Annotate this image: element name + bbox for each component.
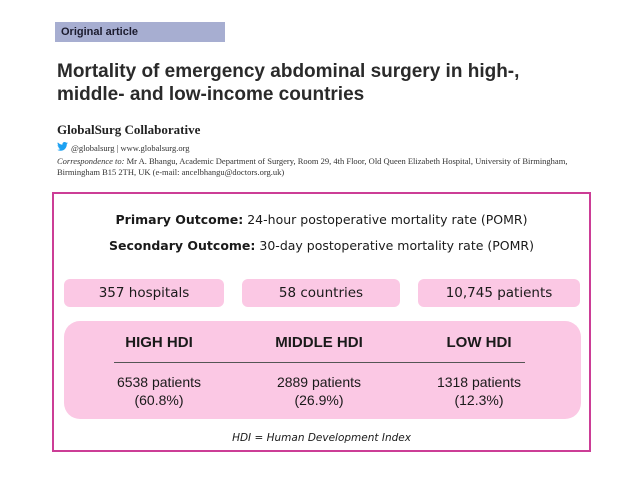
hdi-group-percent: (60.8%) (134, 392, 184, 408)
twitter-bird-icon (57, 142, 68, 153)
hdi-group-patients: 6538 patients (116, 374, 202, 390)
countries-count: 58 countries (242, 279, 400, 307)
hdi-breakdown-panel: HIGH HDI 6538 patients (60.8%) MIDDLE HD… (64, 321, 581, 419)
hdi-group-name: HIGH HDI (125, 334, 193, 351)
hdi-group-percent: (26.9%) (294, 392, 344, 408)
hdi-group-high: HIGH HDI 6538 patients (60.8%) (84, 331, 234, 409)
hdi-group-percent: (12.3%) (454, 392, 504, 408)
hdi-group-middle: MIDDLE HDI 2889 patients (26.9%) (244, 331, 394, 409)
correspondence-label: Correspondence to: (57, 156, 125, 166)
primary-outcome: Primary Outcome: 24-hour postoperative m… (54, 212, 589, 227)
hospitals-count: 357 hospitals (64, 279, 224, 307)
summary-box: Primary Outcome: 24-hour postoperative m… (52, 192, 591, 452)
primary-outcome-label: Primary Outcome: (115, 212, 244, 227)
hdi-group-name: MIDDLE HDI (275, 334, 363, 351)
paper-title: Mortality of emergency abdominal surgery… (57, 61, 520, 105)
correspondence: Correspondence to: Mr A. Bhangu, Academi… (57, 156, 587, 178)
twitter-handle[interactable]: @globalsurg | www.globalsurg.org (71, 142, 190, 153)
secondary-outcome: Secondary Outcome: 30-day postoperative … (54, 238, 589, 253)
hdi-divider (114, 362, 525, 363)
hdi-group-values: 1318 patients (12.3%) (404, 373, 554, 409)
secondary-outcome-text: 30-day postoperative mortality rate (POM… (259, 238, 534, 253)
hdi-group-low: LOW HDI 1318 patients (12.3%) (404, 331, 554, 409)
article-type-badge: Original article (55, 22, 225, 42)
hdi-group-name: LOW HDI (446, 334, 512, 351)
hdi-group-values: 2889 patients (26.9%) (244, 373, 394, 409)
hdi-group-patients: 2889 patients (276, 374, 362, 390)
social-line: @globalsurg | www.globalsurg.org (57, 142, 190, 153)
author-line: GlobalSurg Collaborative (57, 122, 201, 137)
hdi-group-values: 6538 patients (60.8%) (84, 373, 234, 409)
primary-outcome-text: 24-hour postoperative mortality rate (PO… (247, 212, 528, 227)
hdi-group-patients: 1318 patients (436, 374, 522, 390)
hdi-footnote: HDI = Human Development Index (232, 432, 411, 444)
secondary-outcome-label: Secondary Outcome: (108, 238, 256, 253)
correspondence-text: Mr A. Bhangu, Academic Department of Sur… (57, 156, 568, 177)
patients-count: 10,745 patients (418, 279, 580, 307)
